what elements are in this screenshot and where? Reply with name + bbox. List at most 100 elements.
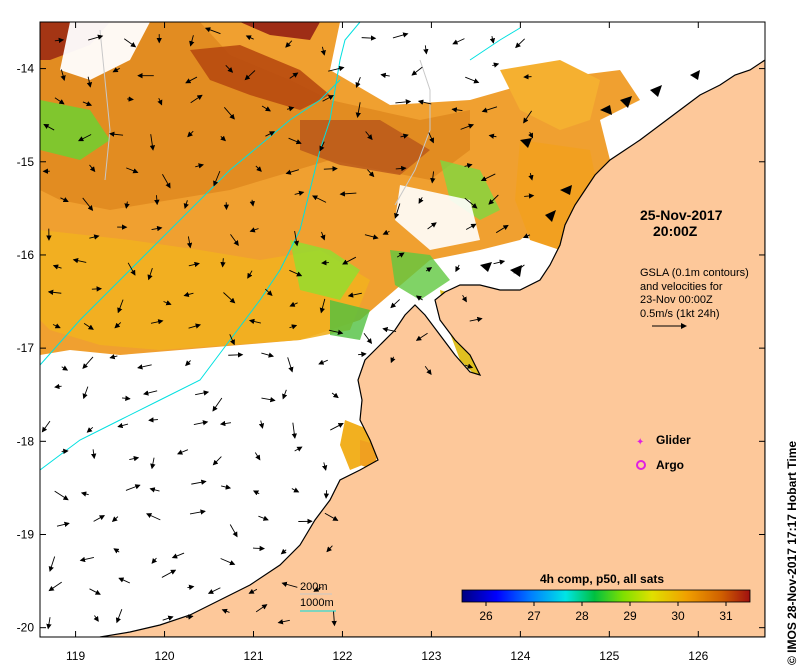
velocity-arrow — [113, 548, 120, 554]
velocity-arrow — [428, 132, 434, 144]
velocity-arrow — [394, 203, 401, 219]
velocity-arrow — [461, 294, 467, 303]
velocity-arrow — [79, 556, 95, 563]
velocity-arrow — [117, 299, 124, 314]
velocity-arrow — [495, 224, 509, 234]
velocity-arrow — [288, 137, 302, 145]
plot-frame — [39, 21, 766, 638]
x-tick-label: 122 — [332, 649, 352, 663]
velocity-arrow — [186, 614, 194, 620]
velocity-arrow — [148, 417, 158, 423]
velocity-arrow — [82, 197, 94, 211]
x-tick-label: 126 — [688, 649, 708, 663]
velocity-arrow — [339, 191, 357, 197]
velocity-arrow — [183, 200, 189, 209]
velocity-arrow — [277, 619, 290, 625]
velocity-arrow — [186, 236, 193, 249]
velocity-arrow — [331, 392, 339, 399]
velocity-arrow — [93, 515, 105, 522]
velocity-arrow — [524, 193, 535, 199]
velocity-arrow — [89, 234, 100, 240]
velocity-arrow — [289, 269, 303, 277]
velocity-arrow — [188, 323, 202, 329]
velocity-arrow — [124, 201, 130, 209]
velocity-arrow — [355, 102, 361, 118]
velocity-arrow — [480, 173, 496, 182]
velocity-arrow — [318, 359, 328, 365]
velocity-arrow — [121, 395, 131, 401]
velocity-arrow — [252, 490, 260, 496]
velocity-arrow — [455, 264, 461, 273]
velocity-arrow — [52, 264, 62, 270]
plot-area — [40, 22, 765, 637]
velocity-arrow — [452, 38, 465, 45]
velocity-arrow — [427, 222, 437, 230]
velocity-arrow — [294, 190, 305, 196]
velocity-arrow — [137, 364, 152, 370]
velocity-arrow — [54, 37, 65, 44]
velocity-arrow — [390, 299, 401, 309]
velocity-arrow — [48, 581, 62, 592]
y-tick-label: -17 — [17, 341, 35, 355]
velocity-arrow — [223, 107, 235, 120]
velocity-arrow — [228, 352, 244, 358]
velocity-arrow — [114, 322, 122, 329]
velocity-arrow — [382, 327, 397, 333]
velocity-arrow — [212, 397, 223, 412]
velocity-arrow — [146, 513, 161, 521]
velocity-arrow — [489, 36, 496, 44]
date-label: 25-Nov-2017 — [640, 207, 723, 223]
velocity-arrow — [220, 258, 226, 268]
velocity-arrow — [88, 34, 104, 41]
colorbar-ticks: 26 27 28 29 30 31 — [479, 602, 733, 623]
velocity-arrow — [319, 141, 325, 152]
velocity-arrow — [294, 446, 303, 452]
velocity-arrow — [177, 449, 189, 455]
colorbar-tick-label: 28 — [575, 609, 589, 623]
colorbar-tick-label: 26 — [479, 609, 493, 623]
velocity-arrow — [400, 133, 409, 139]
isobath-1000m — [40, 22, 361, 471]
colorbar-title: 4h comp, p50, all sats — [540, 572, 664, 586]
velocity-arrow — [185, 360, 191, 367]
velocity-arrow — [258, 515, 269, 521]
isobath-200-label: 200m — [300, 581, 328, 593]
y-tick-label: -14 — [17, 62, 35, 76]
velocity-arrow — [220, 135, 226, 142]
velocity-arrow — [364, 234, 379, 240]
velocity-arrow — [147, 268, 153, 281]
velocity-arrow — [328, 329, 344, 335]
velocity-arrow — [291, 487, 300, 493]
velocity-arrow — [347, 292, 362, 298]
velocity-arrow — [171, 552, 185, 559]
velocity-arrow — [56, 521, 70, 527]
velocity-arrow — [255, 165, 262, 172]
velocity-arrow — [245, 35, 254, 41]
gsla-note-line3: 23-Nov 00:00Z — [640, 294, 713, 306]
velocity-arrow — [109, 131, 124, 137]
y-tick-label: -18 — [17, 434, 35, 448]
velocity-arrow — [265, 131, 276, 137]
velocity-arrow — [289, 324, 298, 330]
velocity-arrow — [111, 516, 119, 523]
y-axis: -14 -15 -16 -17 -18 -19 -20 — [17, 62, 765, 635]
velocity-arrow — [229, 524, 238, 538]
velocity-arrow — [430, 171, 436, 184]
velocity-arrow — [61, 365, 69, 371]
velocity-arrow — [189, 35, 195, 47]
velocity-arrow — [230, 234, 239, 246]
isobath-200m — [99, 29, 111, 181]
velocity-arrow — [261, 352, 275, 358]
velocity-arrow — [323, 490, 330, 499]
velocity-arrow — [127, 96, 134, 102]
velocity-arrow — [207, 587, 221, 594]
velocity-arrow — [212, 456, 222, 466]
argo-label: Argo — [656, 458, 684, 472]
velocity-arrow — [523, 110, 533, 124]
velocity-arrow — [125, 484, 141, 491]
velocity-arrow — [330, 423, 344, 431]
velocity-arrow — [90, 449, 97, 460]
velocity-arrow — [187, 130, 194, 138]
velocity-arrow — [249, 227, 259, 233]
x-tick-label: 124 — [510, 649, 530, 663]
